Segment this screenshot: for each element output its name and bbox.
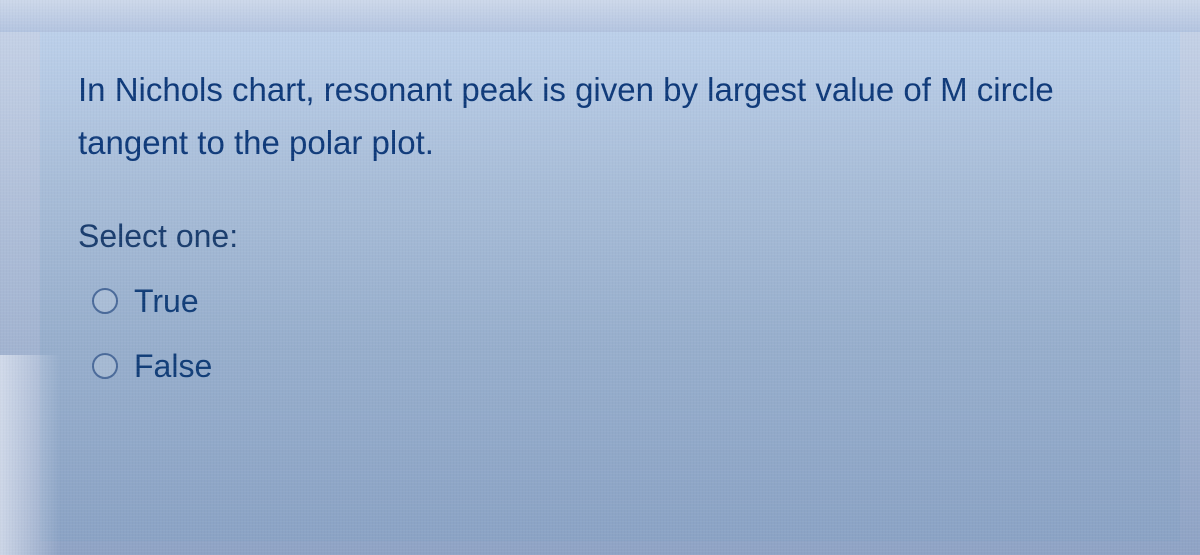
radio-icon[interactable] — [92, 288, 118, 314]
answer-option-true[interactable]: True — [92, 283, 1142, 320]
page-top-band — [0, 0, 1200, 32]
select-one-prompt: Select one: — [78, 218, 1142, 255]
question-text: In Nichols chart, resonant peak is given… — [78, 64, 1142, 170]
answer-label: True — [134, 283, 199, 320]
answer-option-false[interactable]: False — [92, 348, 1142, 385]
radio-icon[interactable] — [92, 353, 118, 379]
question-card: In Nichols chart, resonant peak is given… — [40, 32, 1180, 541]
answer-label: False — [134, 348, 212, 385]
